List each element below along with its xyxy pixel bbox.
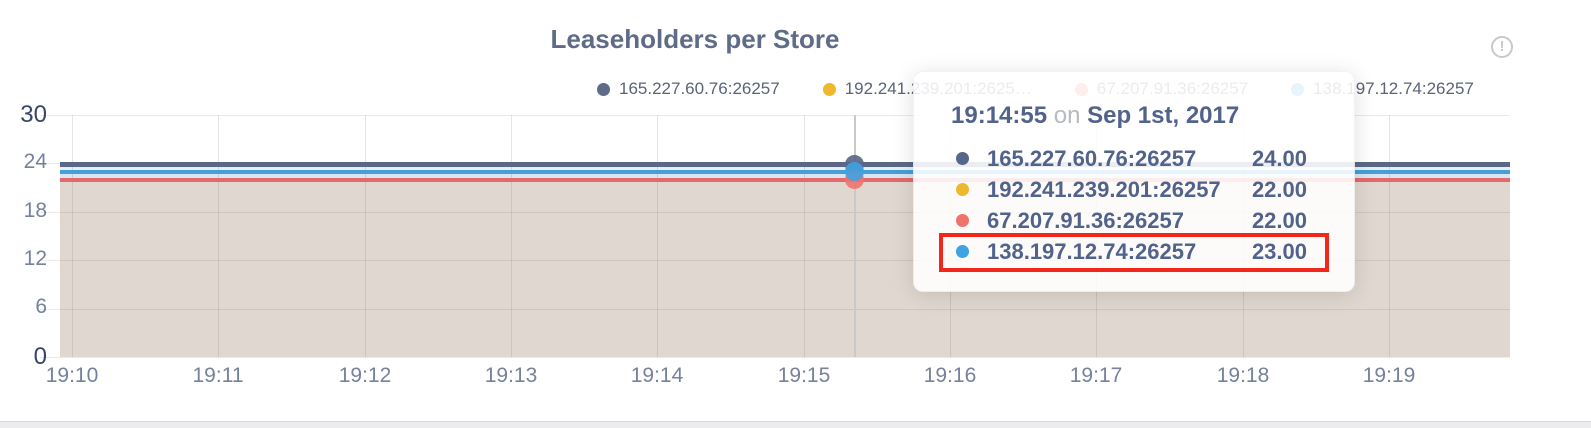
series-line-165-227-60-76	[60, 162, 1510, 167]
chart-tooltip: 19:14:55 on Sep 1st, 2017 165.227.60.76:…	[913, 71, 1355, 292]
series-dot-icon	[956, 245, 969, 258]
y-axis-tick: 6	[35, 295, 47, 318]
y-axis-tick: 18	[23, 199, 47, 222]
legend-dot-icon	[822, 82, 836, 96]
x-axis-tick: 19:12	[338, 364, 392, 387]
x-axis-tick: 19:10	[45, 364, 99, 387]
x-axis-tick: 19:14	[630, 364, 684, 387]
x-axis-tick: 19:13	[484, 364, 538, 387]
y-gridline	[40, 309, 1510, 310]
y-gridline	[40, 357, 1510, 358]
x-gridline	[365, 115, 366, 357]
y-axis-tick: 0	[33, 343, 47, 370]
tooltip-series-name: 165.227.60.76:26257	[987, 145, 1197, 171]
x-axis-tick: 19:18	[1216, 364, 1270, 387]
tooltip-time: 19:14:55	[951, 102, 1048, 129]
tooltip-row-highlighted: 138.197.12.74:26257 23.00	[951, 236, 1307, 267]
x-gridline	[1389, 115, 1390, 357]
tooltip-series-name: 67.207.91.36:26257	[987, 207, 1184, 233]
x-axis-tick: 19:16	[923, 364, 977, 387]
x-gridline	[511, 115, 512, 357]
tooltip-row: 67.207.91.36:26257 22.00	[951, 205, 1307, 236]
chart-title: Leaseholders per Store	[550, 24, 840, 54]
y-axis-tick: 12	[23, 247, 47, 270]
tooltip-date: Sep 1st, 2017	[1087, 102, 1240, 129]
tooltip-series-value: 22.00	[1251, 176, 1307, 202]
x-axis-tick: 19:19	[1362, 364, 1416, 387]
tooltip-rows: 165.227.60.76:26257 24.00 192.241.239.20…	[951, 143, 1307, 267]
y-gridline	[40, 260, 1510, 261]
series-line-67-207-91-36	[60, 178, 1510, 182]
x-gridline	[218, 115, 219, 357]
series-dot-icon	[956, 152, 969, 165]
tooltip-series-name: 138.197.12.74:26257	[987, 238, 1197, 264]
y-gridline	[40, 115, 1510, 116]
tooltip-row: 165.227.60.76:26257 24.00	[951, 143, 1307, 174]
tooltip-series-value: 22.00	[1251, 207, 1307, 233]
tooltip-series-name: 192.241.239.201:26257	[987, 176, 1221, 202]
y-axis-tick: 30	[20, 101, 47, 128]
tooltip-timestamp: 19:14:55 on Sep 1st, 2017	[951, 102, 1307, 130]
area-fill-band	[60, 162, 1510, 172]
tooltip-on-text: on	[1053, 102, 1081, 129]
series-line-138-197-12-74	[60, 170, 1510, 174]
hover-guideline	[854, 115, 856, 357]
legend-label: 165.227.60.76:26257	[619, 79, 780, 98]
y-gridline	[40, 212, 1510, 213]
bottom-window-edge	[0, 421, 1591, 428]
area-fill-band	[60, 172, 1510, 182]
series-dot-icon	[956, 183, 969, 196]
x-axis-tick: 19:11	[192, 364, 244, 387]
tooltip-row: 192.241.239.201:26257 22.00	[951, 174, 1307, 205]
x-axis-tick: 19:17	[1069, 364, 1123, 387]
y-axis-tick: 24	[23, 150, 47, 173]
x-axis-tick: 19:15	[777, 364, 831, 387]
x-gridline	[72, 115, 73, 357]
hover-point-icon	[845, 162, 864, 181]
x-gridline	[657, 115, 658, 357]
tooltip-series-value: 24.00	[1251, 145, 1307, 171]
x-gridline	[804, 115, 805, 357]
legend-dot-icon	[597, 82, 610, 96]
info-icon[interactable]: !	[1491, 36, 1513, 58]
series-dot-icon	[956, 214, 969, 227]
tooltip-series-value: 23.00	[1251, 238, 1307, 264]
legend-item[interactable]: 165.227.60.76:26257	[597, 79, 780, 99]
